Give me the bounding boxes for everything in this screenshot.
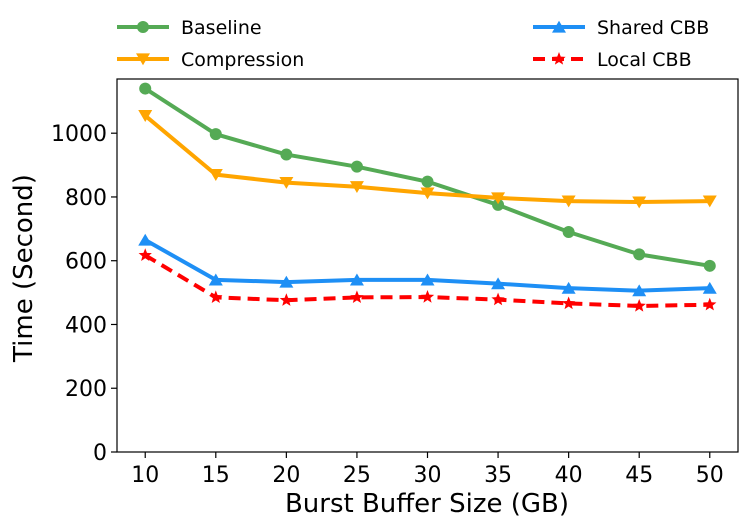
- data-point-baseline: [421, 175, 434, 188]
- data-point-compression: [349, 181, 364, 194]
- data-point-baseline: [350, 160, 363, 173]
- y-tick-label: 600: [65, 250, 107, 275]
- legend-marker: [136, 53, 150, 66]
- data-point-shared-cbb: [349, 273, 364, 286]
- legend: Baseline Compression Shared CBB Local CBB: [117, 17, 709, 71]
- series-shared-cbb: [138, 233, 717, 297]
- data-point-shared-cbb: [702, 281, 717, 294]
- x-tick-label: 25: [343, 463, 371, 488]
- data-point-local-cbb: [350, 290, 364, 304]
- data-point-compression: [138, 110, 153, 122]
- data-point-baseline: [703, 259, 716, 272]
- data-point-baseline: [633, 248, 646, 261]
- legend-label: Baseline: [181, 17, 262, 39]
- data-point-shared-cbb: [208, 273, 223, 286]
- y-tick-label: 0: [93, 441, 107, 466]
- y-tick-label: 1000: [51, 122, 107, 147]
- legend-item-compression: Compression: [117, 49, 304, 71]
- data-point-compression: [420, 187, 435, 200]
- legend-marker: [552, 20, 566, 33]
- legend-label: Shared CBB: [597, 17, 709, 39]
- data-point-compression: [702, 195, 717, 208]
- x-tick-label: 20: [272, 463, 300, 488]
- x-tick-label: 10: [131, 463, 159, 488]
- x-tick-label: 15: [202, 463, 230, 488]
- data-point-local-cbb: [420, 290, 435, 303]
- y-axis-label: Time (Second): [9, 174, 39, 363]
- data-point-compression: [208, 169, 223, 181]
- data-point-local-cbb: [491, 292, 505, 306]
- series-compression: [138, 110, 717, 209]
- data-point-shared-cbb: [279, 275, 294, 288]
- legend-label: Compression: [181, 49, 304, 71]
- data-point-shared-cbb: [491, 277, 506, 290]
- data-point-compression: [632, 196, 647, 209]
- legend-item-baseline: Baseline: [117, 17, 262, 39]
- x-tick-label: 40: [555, 463, 583, 488]
- data-point-baseline: [280, 148, 293, 161]
- x-tick-label: 45: [625, 463, 653, 488]
- data-point-baseline: [209, 128, 222, 141]
- data-point-local-cbb: [561, 296, 576, 310]
- data-point-shared-cbb: [561, 281, 576, 294]
- data-point-shared-cbb: [632, 284, 647, 297]
- y-axis-ticks: 0 200 400 600 800 1000: [51, 122, 117, 466]
- data-point-local-cbb: [632, 298, 646, 312]
- data-point-baseline: [139, 82, 152, 95]
- data-point-baseline: [492, 198, 505, 211]
- data-point-local-cbb: [279, 293, 294, 306]
- y-tick-label: 800: [65, 186, 107, 211]
- data-point-compression: [561, 195, 576, 208]
- series-local-cbb: [138, 248, 717, 312]
- legend-item-shared-cbb: Shared CBB: [533, 17, 709, 39]
- legend-marker: [137, 21, 149, 33]
- plot-area: [116, 78, 739, 453]
- data-point-shared-cbb: [138, 233, 153, 246]
- data-point-local-cbb: [209, 290, 223, 304]
- x-tick-label: 35: [484, 463, 512, 488]
- legend-marker: [552, 52, 566, 65]
- data-point-local-cbb: [138, 248, 152, 261]
- data-point-shared-cbb: [420, 273, 435, 286]
- legend-item-local-cbb: Local CBB: [533, 49, 692, 71]
- data-point-compression: [491, 192, 506, 205]
- x-tick-label: 50: [696, 463, 724, 488]
- data-point-compression: [279, 177, 294, 189]
- data-point-baseline: [562, 226, 575, 239]
- series-baseline: [139, 82, 716, 272]
- legend-label: Local CBB: [597, 49, 692, 71]
- y-tick-label: 200: [65, 377, 107, 402]
- y-tick-label: 400: [65, 313, 107, 338]
- data-point-local-cbb: [703, 297, 717, 311]
- x-tick-label: 30: [414, 463, 442, 488]
- x-axis-label: Burst Buffer Size (GB): [285, 489, 569, 519]
- x-axis-ticks: 10 15 20 25 30 35 40 45 50: [131, 452, 724, 488]
